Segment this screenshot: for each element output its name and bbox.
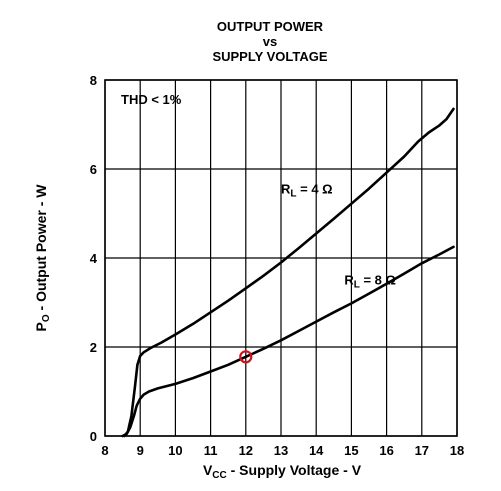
x-tick-label: 17	[415, 443, 429, 458]
x-axis-label-prefix: V	[203, 462, 213, 478]
x-tick-label: 13	[274, 443, 288, 458]
chart-title-line-1: OUTPUT POWER	[217, 19, 324, 34]
x-tick-label: 16	[379, 443, 393, 458]
x-axis-label: VCC - Supply Voltage - V	[203, 462, 362, 481]
thd-annotation: THD < 1%	[121, 92, 182, 107]
y-axis-label-prefix: P	[33, 322, 49, 331]
series-lines	[121, 107, 455, 438]
chart-title-line-2: vs	[263, 34, 277, 49]
x-tick-label: 12	[239, 443, 253, 458]
y-tick-label: 8	[90, 73, 97, 88]
y-tick-label: 2	[90, 340, 97, 355]
plot-frame	[104, 79, 458, 437]
y-axis-label-subscript: O	[41, 314, 52, 322]
x-tick-label: 8	[101, 443, 108, 458]
series-line-rl-4-ohm	[123, 107, 455, 438]
x-tick-label: 9	[137, 443, 144, 458]
y-tick-label: 6	[90, 162, 97, 177]
x-tick-label: 14	[309, 443, 324, 458]
series-labels: RL = 4 Ω RL = 8 Ω	[239, 181, 396, 364]
chart-title-line-3: SUPPLY VOLTAGE	[212, 49, 327, 64]
x-tick-label: 15	[344, 443, 358, 458]
x-tick-label: 11	[204, 443, 218, 458]
x-tick-labels: 8 9 10 11 12 13 14 15 16 17 18	[101, 443, 464, 458]
x-tick-label: 10	[168, 443, 182, 458]
y-axis-label-suffix: - Output Power - W	[33, 184, 49, 315]
x-axis-label-suffix: - Supply Voltage - V	[227, 462, 362, 478]
y-tick-label: 4	[90, 251, 98, 266]
y-tick-labels: 0 2 4 6 8	[90, 73, 98, 444]
y-axis-label: PO - Output Power - W	[33, 184, 52, 332]
highlight-marker	[239, 350, 253, 364]
y-tick-label: 0	[90, 429, 97, 444]
series-label-rl-4-ohm: RL = 4 Ω	[281, 181, 333, 199]
x-axis-label-subscript: CC	[212, 470, 226, 481]
series-label-rl-8-ohm: RL = 8 Ω	[344, 273, 396, 291]
series-line-rl-8-ohm	[121, 245, 455, 438]
x-tick-label: 18	[450, 443, 464, 458]
grid	[104, 79, 458, 437]
